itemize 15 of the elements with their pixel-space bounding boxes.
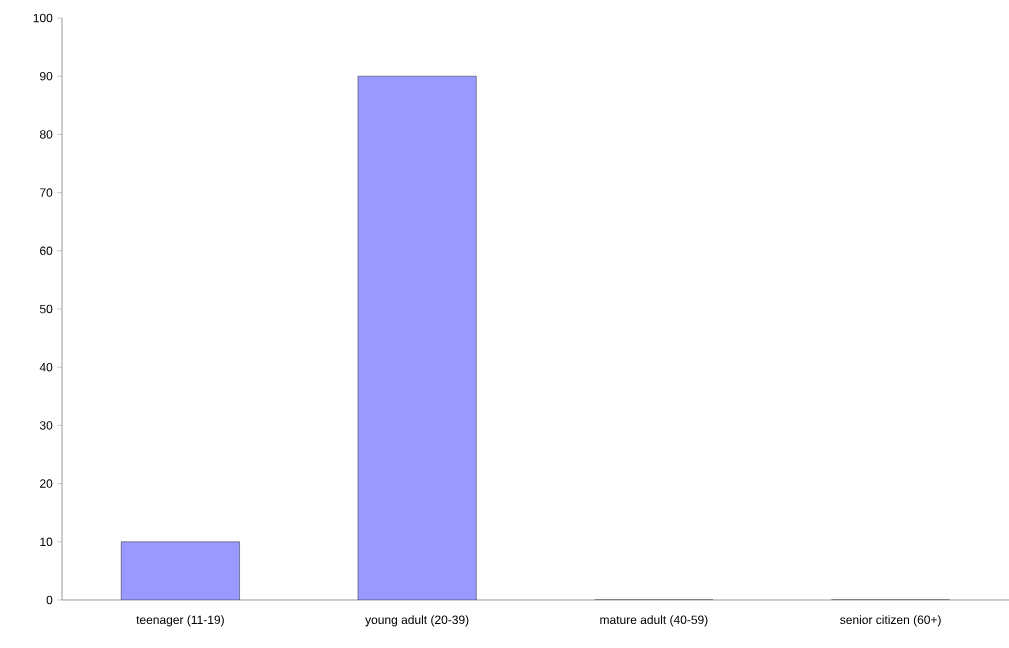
- y-tick-label: 40: [39, 362, 53, 372]
- y-tick-label: 60: [40, 246, 53, 256]
- y-tick-label: 30: [39, 421, 53, 430]
- y-tick-label: 0: [46, 595, 53, 605]
- y-tick-label: 80: [39, 130, 53, 139]
- y-tick-label: 90: [40, 71, 53, 81]
- y-tick-label: 70: [40, 188, 53, 197]
- y-tick-label: 10: [40, 537, 53, 547]
- x-tick-label: senior citizen (60+): [840, 615, 941, 627]
- x-tick-label: mature adult (40-59): [600, 615, 708, 627]
- y-tick-label: 50: [39, 304, 53, 314]
- y-tick-label: 100: [33, 13, 53, 23]
- x-tick-label: young adult (20-39): [365, 615, 469, 627]
- y-tick-label: 20: [40, 479, 53, 488]
- x-tick-label: teenager (11-19): [136, 615, 224, 627]
